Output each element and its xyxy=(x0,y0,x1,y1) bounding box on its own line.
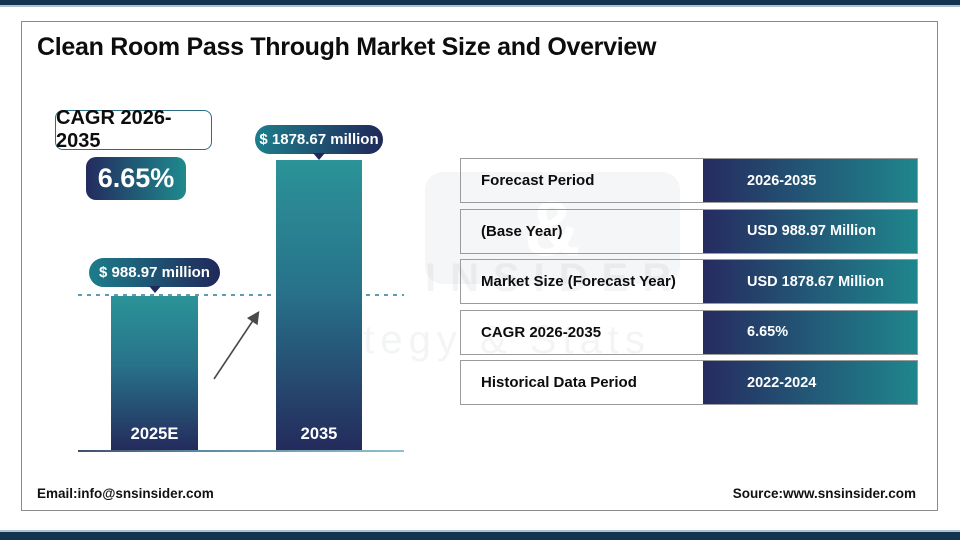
table-row-value: 2022-2024 xyxy=(703,361,917,404)
growth-arrow-icon xyxy=(213,311,260,380)
table-row: Historical Data Period 2022-2024 xyxy=(460,360,918,405)
value-bubble-2035: $ 1878.67 million xyxy=(255,125,383,154)
bar-category-label-2025: 2025E xyxy=(130,425,179,443)
bottom-edge-accent-line xyxy=(0,529,960,532)
table-row: Forecast Period 2026-2035 xyxy=(460,158,918,203)
table-row-label: CAGR 2026-2035 xyxy=(481,323,602,341)
footer-email: Email:info@snsinsider.com xyxy=(37,486,214,501)
table-row: (Base Year) USD 988.97 Million xyxy=(460,208,918,254)
chart-baseline xyxy=(78,449,404,452)
bar-2025: 2025E xyxy=(111,296,198,450)
table-row: Market Size (Forecast Year) USD 1878.67 … xyxy=(460,259,918,304)
footer-source: Source:www.snsinsider.com xyxy=(732,486,916,501)
table-row: CAGR 2026-2035 6.65% xyxy=(460,309,918,355)
table-row-value: USD 988.97 Million xyxy=(703,209,917,253)
table-row-value: USD 1878.67 Million xyxy=(703,260,917,303)
table-row-value: 2026-2035 xyxy=(703,159,917,202)
watermark-logo: & xyxy=(425,172,680,284)
table-row-value: 6.65% xyxy=(703,310,917,354)
bottom-edge-bar xyxy=(0,532,960,540)
table-row-label: (Base Year) xyxy=(481,222,563,240)
value-bubble-2025: $ 988.97 million xyxy=(89,258,220,287)
page-title: Clean Room Pass Through Market Size and … xyxy=(37,33,657,61)
bar-category-label-2035: 2035 xyxy=(300,425,338,443)
bar-2035: 2035 xyxy=(276,160,362,450)
top-edge-accent-line xyxy=(0,5,960,8)
table-row-label: Market Size (Forecast Year) xyxy=(481,273,676,290)
watermark-text-insider: INSIDER xyxy=(425,256,686,300)
cagr-value-badge: 6.65% xyxy=(86,157,186,200)
top-edge-bar xyxy=(0,0,960,5)
market-summary-table: Forecast Period 2026-2035 (Base Year) US… xyxy=(460,158,918,405)
table-row-label: Forecast Period xyxy=(481,172,595,189)
watermark-text-strategy: ategy & Stats xyxy=(335,318,651,362)
watermark-ampersand: & xyxy=(524,183,581,272)
table-row-label: Historical Data Period xyxy=(481,374,637,391)
cagr-period-box: CAGR 2026-2035 xyxy=(55,107,212,152)
reference-dashed-line xyxy=(78,294,404,296)
